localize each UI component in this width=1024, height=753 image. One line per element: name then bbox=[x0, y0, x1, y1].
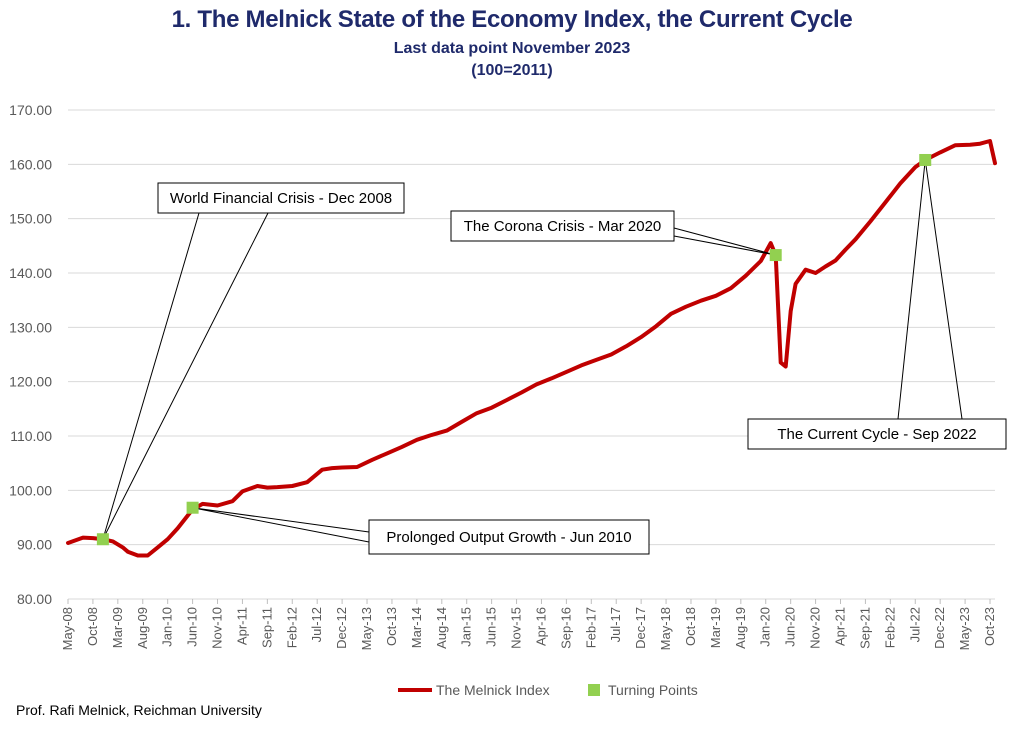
x-tick-label: Jun-10 bbox=[185, 607, 200, 647]
y-tick-label: 150.00 bbox=[9, 211, 52, 227]
x-tick-label: Aug-19 bbox=[733, 607, 748, 649]
x-tick-label: Sep-11 bbox=[259, 607, 274, 648]
x-tick-label: Feb-12 bbox=[284, 607, 299, 648]
callout-box bbox=[157, 182, 405, 214]
x-tick-label: May-23 bbox=[957, 607, 972, 650]
callout-label: The Current Cycle - Sep 2022 bbox=[777, 426, 976, 443]
x-tick-label: Feb-17 bbox=[583, 607, 598, 648]
y-tick-label: 100.00 bbox=[9, 482, 52, 498]
x-tick-label: Jun-15 bbox=[484, 607, 499, 647]
x-tick-label: Sep-21 bbox=[857, 607, 872, 649]
x-tick-label: May-18 bbox=[658, 607, 673, 650]
x-tick-label: Apr-21 bbox=[833, 607, 848, 646]
y-tick-label: 160.00 bbox=[9, 156, 52, 172]
callout-box bbox=[450, 210, 675, 242]
legend-label-turning: Turning Points bbox=[608, 682, 698, 698]
x-tick-label: Jan-10 bbox=[160, 607, 175, 647]
y-tick-label: 130.00 bbox=[9, 319, 52, 335]
turning-point-marker bbox=[769, 249, 782, 262]
callout-leader bbox=[897, 159, 963, 420]
base-note: (100=2011) bbox=[471, 62, 553, 79]
footer-credit: Prof. Rafi Melnick, Reichman University bbox=[16, 702, 262, 718]
y-tick-label: 90.00 bbox=[17, 537, 52, 553]
callout-leader bbox=[673, 227, 776, 256]
callout-leader bbox=[192, 507, 370, 543]
callout-box bbox=[368, 519, 650, 555]
x-tick-label: Mar-14 bbox=[409, 607, 424, 648]
x-tick-label: Dec-17 bbox=[633, 607, 648, 649]
x-tick-label: Nov-20 bbox=[808, 607, 823, 649]
callout-label: Prolonged Output Growth - Jun 2010 bbox=[386, 529, 631, 546]
chart-subtitle: Last data point November 2023 bbox=[393, 40, 631, 57]
turning-point-marker bbox=[919, 153, 932, 166]
x-tick-label: Oct-23 bbox=[982, 607, 997, 646]
x-tick-label: May-08 bbox=[60, 607, 75, 650]
legend-swatch-turning bbox=[588, 684, 600, 696]
turning-point-marker bbox=[186, 501, 199, 514]
y-tick-label: 170.00 bbox=[9, 102, 52, 118]
y-tick-label: 80.00 bbox=[17, 591, 52, 607]
x-tick-label: Jun-20 bbox=[783, 607, 798, 647]
x-tick-label: Jul-12 bbox=[309, 607, 324, 642]
x-tick-label: Jul-17 bbox=[608, 607, 623, 642]
callout-label: World Financial Crisis - Dec 2008 bbox=[170, 190, 392, 207]
x-tick-label: Oct-08 bbox=[85, 607, 100, 646]
x-tick-label: Aug-09 bbox=[135, 607, 150, 649]
y-tick-label: 140.00 bbox=[9, 265, 52, 281]
x-tick-label: Dec-12 bbox=[334, 607, 349, 649]
x-tick-label: Apr-16 bbox=[533, 607, 548, 646]
y-tick-label: 110.00 bbox=[10, 428, 52, 444]
x-tick-label: Mar-09 bbox=[110, 607, 125, 648]
x-tick-label: Jul-22 bbox=[907, 607, 922, 642]
x-tick-label: Apr-11 bbox=[234, 607, 249, 645]
y-tick-label: 120.00 bbox=[9, 374, 52, 390]
x-tick-label: May-13 bbox=[359, 607, 374, 650]
callout-box bbox=[747, 418, 1007, 450]
x-tick-label: Jan-15 bbox=[459, 607, 474, 647]
x-tick-label: Feb-22 bbox=[882, 607, 897, 648]
turning-point-marker bbox=[96, 533, 109, 546]
x-tick-label: Aug-14 bbox=[434, 607, 449, 649]
x-tick-label: Mar-19 bbox=[708, 607, 723, 648]
x-tick-label: Jan-20 bbox=[758, 607, 773, 647]
x-tick-label: Dec-22 bbox=[932, 607, 947, 649]
x-tick-label: Nov-15 bbox=[509, 607, 524, 649]
x-tick-label: Nov-10 bbox=[210, 607, 225, 649]
chart-title: 1. The Melnick State of the Economy Inde… bbox=[171, 6, 853, 33]
x-tick-label: Oct-13 bbox=[384, 607, 399, 646]
x-tick-label: Sep-16 bbox=[558, 607, 573, 649]
legend-label-index: The Melnick Index bbox=[436, 682, 550, 698]
callout-label: The Corona Crisis - Mar 2020 bbox=[464, 218, 662, 235]
x-tick-label: Oct-18 bbox=[683, 607, 698, 646]
